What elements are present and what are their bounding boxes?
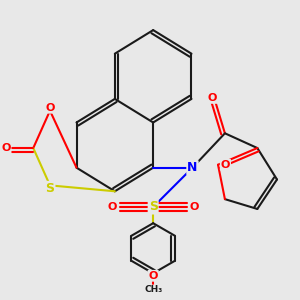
Text: O: O — [221, 160, 230, 170]
Text: O: O — [1, 143, 10, 153]
Text: S: S — [149, 200, 158, 214]
Text: S: S — [46, 182, 55, 195]
Text: O: O — [45, 103, 55, 113]
Text: CH₃: CH₃ — [144, 285, 162, 294]
Text: O: O — [207, 93, 217, 103]
Text: O: O — [108, 202, 117, 212]
Text: O: O — [189, 202, 199, 212]
Text: N: N — [187, 161, 198, 174]
Text: O: O — [148, 271, 158, 281]
